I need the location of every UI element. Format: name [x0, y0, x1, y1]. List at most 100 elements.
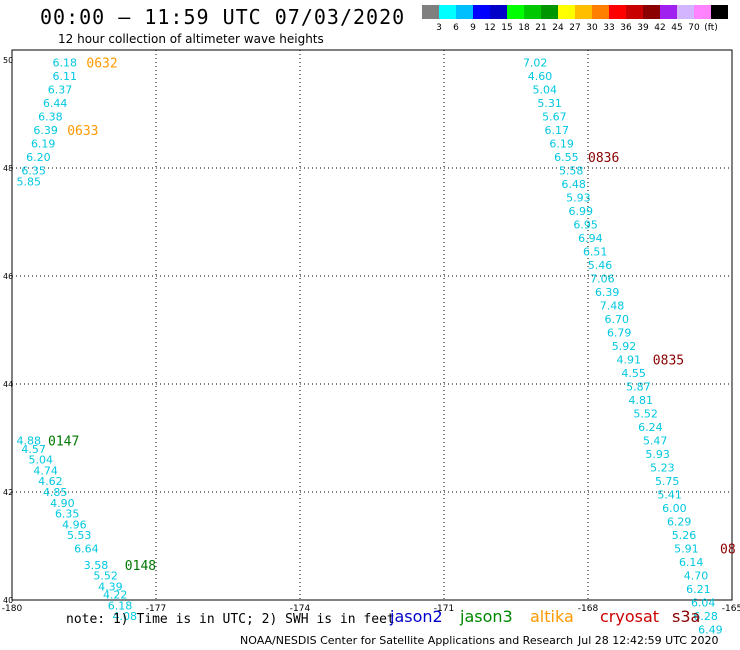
wave-height-label: 6.39: [33, 124, 58, 137]
scale-swatch: [456, 5, 473, 19]
wave-height-label: 6.18: [108, 599, 133, 612]
wave-height-label: 5.04: [29, 454, 54, 467]
x-tick-label: -165: [722, 604, 740, 614]
x-tick-label: -174: [290, 604, 311, 614]
wave-height-label: 7.02: [523, 57, 548, 70]
wave-height-label: 6.04: [691, 597, 716, 610]
map-frame: [11, 49, 733, 601]
wave-height-label: 6.20: [26, 151, 51, 164]
footer-timestamp: Jul 28 12:42:59 UTC 2020: [578, 634, 719, 647]
wave-height-label: 6.11: [53, 70, 78, 83]
wave-height-label: 6.49: [698, 624, 723, 637]
wave-height-label: 6.37: [48, 84, 73, 97]
wave-height-label: 4.08: [113, 610, 138, 623]
scale-swatch: [541, 5, 558, 19]
scale-label: 42: [654, 23, 666, 33]
scale-swatch: [473, 5, 490, 19]
pass-time-label: 0835: [653, 354, 684, 369]
wave-height-label: 4.74: [33, 464, 58, 477]
x-tick-label: -171: [434, 604, 454, 614]
wave-height-label: 6.39: [595, 286, 620, 299]
wave-height-label: 6.21: [686, 583, 711, 596]
y-tick-label: 40: [3, 596, 13, 605]
x-tick-label: -168: [578, 604, 599, 614]
wave-height-label: 5.85: [17, 176, 42, 189]
scale-label: 24: [552, 23, 564, 33]
scale-label: 15: [501, 23, 513, 33]
wave-height-label: 6.29: [667, 516, 692, 529]
wave-height-label: 6.35: [21, 165, 46, 178]
scale-swatch: [575, 5, 592, 19]
x-tick-label: -177: [146, 604, 166, 614]
scale-swatch: [524, 5, 541, 19]
scale-swatch: [643, 5, 660, 19]
wave-height-label: 6.70: [605, 313, 630, 326]
scale-swatch: [490, 5, 507, 19]
y-tick-label: 48: [3, 164, 13, 173]
x-tick-label: -180: [2, 604, 23, 614]
scale-label: 27: [569, 23, 581, 33]
wave-height-label: 6.14: [679, 556, 704, 569]
scale-swatch: [507, 5, 524, 19]
wave-height-label: 5.58: [559, 165, 584, 178]
wave-height-label: 5.52: [633, 408, 658, 421]
scale-label: 6: [453, 23, 459, 33]
scale-swatch: [422, 5, 439, 19]
wave-height-label: 7.48: [600, 300, 625, 313]
wave-height-label: 5.67: [542, 111, 567, 124]
wave-height-label: 6.00: [662, 502, 687, 515]
wave-height-label: 6.64: [74, 543, 99, 556]
scale-swatch: [558, 5, 575, 19]
legend-cryosat: cryosat: [600, 607, 660, 626]
wave-height-label: 6.94: [578, 232, 603, 245]
wave-height-label: 5.23: [650, 462, 675, 475]
wave-height-label: 6.35: [55, 508, 80, 521]
wave-height-label: 5.87: [626, 381, 651, 394]
wave-height-label: 5.47: [643, 435, 668, 448]
wave-height-label: 4.96: [62, 518, 87, 531]
wave-height-label: 5.53: [67, 529, 92, 542]
wave-height-label: 5.04: [533, 84, 558, 97]
page-subtitle: 12 hour collection of altimeter wave hei…: [58, 32, 324, 46]
wave-height-label: 6.44: [43, 97, 68, 110]
scale-label: (ft): [704, 23, 718, 33]
wave-height-label: 4.57: [21, 443, 46, 456]
wave-height-label: 5.91: [674, 543, 699, 556]
scale-label: 21: [535, 23, 547, 33]
scale-label: 3: [436, 23, 442, 33]
y-tick-label: 46: [3, 272, 13, 281]
wave-height-label: 4.22: [103, 589, 128, 602]
wave-height-label: 5.92: [612, 340, 637, 353]
scale-swatch: [592, 5, 609, 19]
wave-height-label: 6.19: [31, 138, 56, 151]
wave-height-label: 3.58: [84, 559, 109, 572]
wave-height-label: 4.88: [17, 435, 42, 448]
pass-time-label: 0633: [67, 124, 98, 139]
scale-label: 9: [470, 23, 476, 33]
wave-height-label: 5.75: [655, 475, 680, 488]
wave-height-label: 4.39: [98, 581, 123, 594]
wave-height-label: 6.95: [573, 219, 598, 232]
legend-altika: altika: [530, 607, 574, 626]
scale-label: 39: [637, 23, 649, 33]
wave-height-label: 6.48: [561, 178, 586, 191]
wave-height-label: 6.38: [38, 111, 63, 124]
scale-swatch: [609, 5, 626, 19]
scale-label: 45: [671, 23, 683, 33]
wave-height-label: 6.55: [554, 151, 579, 164]
y-tick-label: 44: [3, 380, 13, 389]
wave-height-label: 4.62: [38, 475, 63, 488]
wave-height-label: 7.06: [590, 273, 615, 286]
wave-height-label: 6.28: [693, 610, 718, 623]
wave-height-label: 4.85: [43, 486, 68, 499]
scale-swatch: [626, 5, 643, 19]
legend-jason2: jason2: [390, 607, 443, 626]
wave-height-label: 4.60: [528, 70, 553, 83]
wave-height-label: 4.90: [50, 497, 75, 510]
wave-height-label: 5.52: [93, 570, 118, 583]
scale-label: 36: [620, 23, 632, 33]
wave-height-label: 4.91: [617, 354, 642, 367]
scale-swatch: [439, 5, 456, 19]
wave-height-label: 5.93: [645, 448, 670, 461]
wave-height-label: 5.93: [566, 192, 591, 205]
